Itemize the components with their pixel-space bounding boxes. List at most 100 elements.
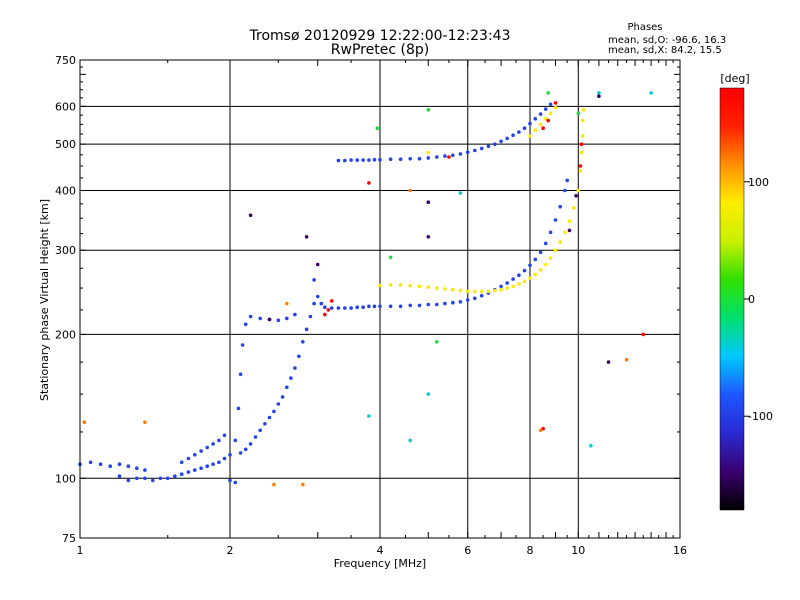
echo-point [553, 105, 558, 110]
echo-point [553, 218, 558, 222]
echo-point [517, 282, 521, 286]
echo-point [301, 482, 305, 487]
echo-point [117, 462, 122, 467]
echo-point [479, 293, 484, 298]
echo-point [473, 296, 477, 301]
echo-point [193, 453, 197, 457]
echo-point [349, 306, 353, 310]
echo-point [238, 372, 243, 377]
echo-point [173, 474, 177, 479]
echo-point [238, 451, 243, 455]
echo-point [336, 158, 341, 163]
echo-point [517, 273, 521, 278]
echo-point [578, 164, 583, 168]
echo-point [82, 420, 87, 425]
echo-point [297, 354, 301, 359]
echo-point [589, 443, 593, 448]
echo-point [538, 112, 543, 116]
y-tick-label: 100 [55, 472, 76, 485]
echo-point [546, 91, 550, 95]
echo-point [499, 139, 503, 144]
echo-point [543, 117, 548, 121]
echo-point [276, 402, 281, 406]
echo-point [574, 194, 578, 198]
echo-point [304, 327, 309, 332]
echo-point [367, 414, 371, 418]
echo-point [511, 133, 515, 137]
echo-point [267, 415, 272, 420]
phase-stats-x: mean, sd,X: 84.2, 15.5 [608, 45, 722, 56]
echo-point [228, 453, 232, 457]
echo-point [126, 478, 131, 483]
echo-point [408, 157, 413, 161]
echo-point [293, 366, 297, 370]
echo-point [533, 257, 538, 262]
echo-point [367, 158, 371, 162]
echo-point [426, 200, 431, 204]
echo-point [243, 322, 248, 327]
echo-point [426, 108, 431, 112]
echo-point [285, 316, 289, 321]
echo-point [343, 158, 347, 163]
echo-point [511, 277, 515, 281]
echo-point [367, 304, 371, 309]
echo-point [558, 204, 562, 209]
echo-point [186, 470, 191, 474]
echo-point [597, 91, 601, 95]
echo-point [522, 268, 527, 273]
echo-point [479, 146, 484, 151]
echo-point [443, 287, 447, 291]
echo-point [606, 360, 611, 364]
echo-point [435, 340, 439, 344]
echo-point [522, 279, 527, 284]
echo-point [417, 303, 422, 308]
echo-point [553, 248, 558, 252]
echo-point [548, 111, 553, 116]
echo-point [367, 181, 371, 185]
echo-point [355, 305, 360, 310]
y-tick-label: 75 [62, 532, 76, 545]
echo-point [398, 283, 403, 287]
echo-point [285, 385, 289, 390]
echo-point [435, 286, 439, 290]
x-tick-label: 10 [571, 544, 585, 557]
echo-point [473, 289, 477, 294]
echo-point [543, 107, 548, 111]
echo-point [578, 168, 583, 173]
echo-point [375, 126, 380, 130]
echo-point [126, 464, 131, 469]
echo-point [165, 476, 170, 481]
echo-point [205, 464, 209, 469]
x-tick-label: 8 [527, 544, 534, 557]
echo-point [426, 285, 431, 290]
x-axis-ticks: 1 2 4 6 8 10 16 [77, 60, 687, 557]
echo-point [253, 435, 258, 439]
echo-point [579, 142, 584, 146]
echo-point [179, 472, 184, 477]
echo-point [217, 438, 221, 443]
chart-title: Tromsø 20120929 12:22:00-12:23:43 [249, 28, 511, 44]
echo-point [426, 392, 431, 396]
echo-point [522, 126, 527, 130]
echo-point [548, 256, 553, 260]
echo-point [538, 428, 543, 433]
echo-point [388, 304, 393, 309]
echo-point [443, 154, 447, 158]
echo-point [343, 306, 347, 310]
echo-point [579, 150, 584, 155]
echo-point [528, 134, 532, 138]
echo-point [143, 468, 147, 472]
echo-point [143, 476, 147, 481]
echo-point [236, 406, 241, 411]
echo-point [528, 263, 532, 268]
x-tick-label: 4 [377, 544, 384, 557]
echo-point [205, 445, 209, 450]
echo-point [426, 302, 431, 307]
echo-point [98, 462, 103, 467]
echo-point [567, 228, 572, 233]
echo-point [308, 314, 313, 319]
echo-point [258, 316, 263, 321]
echo-point [315, 262, 320, 267]
echo-point [486, 289, 491, 294]
echo-point [493, 288, 497, 293]
